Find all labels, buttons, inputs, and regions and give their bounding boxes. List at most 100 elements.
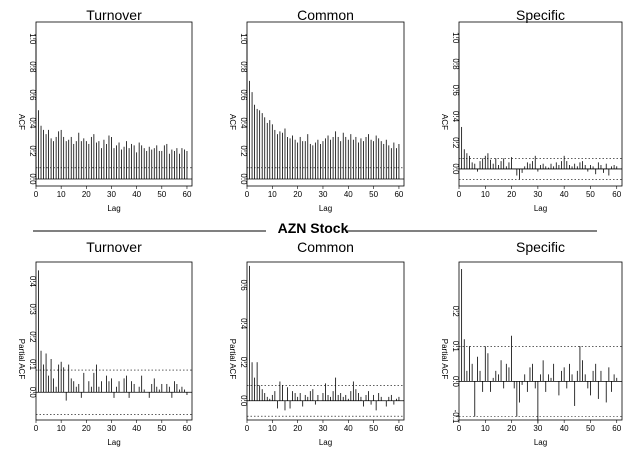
x-tick-label-specific-pacf-60: 60 <box>612 424 621 433</box>
x-tick-label-specific-acf-30: 30 <box>533 190 542 199</box>
x-tick-label-turnover-pacf-40: 40 <box>132 424 141 433</box>
panel-common-acf: Common Lag ACF 0 10 20 30 40 50 60 0.0 0.2 0.4 0.6 0.8… <box>228 7 405 213</box>
y-tick-label-common-acf-1: 0.2 <box>239 145 248 157</box>
y-tick-label-specific-pacf-3: 0.2 <box>451 306 460 318</box>
x-tick-label-specific-pacf-50: 50 <box>586 424 595 433</box>
x-tick-label-common-pacf-0: 0 <box>245 424 250 433</box>
x-tick-label-turnover-acf-10: 10 <box>57 190 66 199</box>
x-tick-label-common-acf-20: 20 <box>293 190 302 199</box>
x-tick-label-specific-pacf-20: 20 <box>507 424 516 433</box>
y-tick-label-turnover-acf-1: 0.2 <box>28 145 37 157</box>
y-tick-label-specific-pacf-2: 0.1 <box>451 341 460 353</box>
y-tick-label-common-pacf-1: 0.2 <box>239 357 248 369</box>
panel-title-turnover-acf: Turnover <box>86 7 142 23</box>
y-tick-label-specific-acf-1: 0.2 <box>451 137 460 149</box>
panel-common-pacf: Common Lag Partial ACF 0 10 20 30 40 50 60 0.0 0.2 0… <box>228 239 405 447</box>
x-axis-label-specific-pacf: Lag <box>534 438 547 447</box>
y-tick-label-specific-acf-0: 0.0 <box>451 163 460 175</box>
banner-title: AZN Stock <box>278 220 349 236</box>
x-tick-label-common-pacf-20: 20 <box>293 424 302 433</box>
y-tick-label-specific-acf-5: 1.0 <box>451 32 460 44</box>
y-tick-label-common-acf-2: 0.4 <box>239 117 248 129</box>
y-tick-label-common-acf-3: 0.6 <box>239 89 248 101</box>
x-tick-label-specific-acf-0: 0 <box>457 190 462 199</box>
y-tick-label-common-pacf-3: 0.6 <box>239 280 248 292</box>
x-tick-label-specific-pacf-30: 30 <box>533 424 542 433</box>
panel-title-common-pacf: Common <box>297 239 354 255</box>
y-tick-label-common-acf-4: 0.8 <box>239 61 248 73</box>
x-tick-label-turnover-pacf-60: 60 <box>183 424 192 433</box>
y-tick-label-common-acf-5: 1.0 <box>239 33 248 45</box>
y-tick-label-common-acf-0: 0.0 <box>239 173 248 185</box>
x-tick-label-turnover-acf-30: 30 <box>107 190 116 199</box>
x-tick-label-turnover-acf-40: 40 <box>132 190 141 199</box>
banner: AZN Stock <box>33 220 597 236</box>
y-axis-label-common-pacf: Partial ACF <box>228 339 237 380</box>
y-tick-label-turnover-pacf-0: 0.0 <box>28 387 37 399</box>
x-tick-label-turnover-pacf-50: 50 <box>157 424 166 433</box>
x-tick-label-specific-acf-40: 40 <box>560 190 569 199</box>
plot-frame-turnover-pacf <box>35 261 193 421</box>
x-tick-label-turnover-acf-60: 60 <box>183 190 192 199</box>
y-tick-label-specific-acf-4: 0.8 <box>451 58 460 70</box>
x-tick-label-common-acf-10: 10 <box>268 190 277 199</box>
x-tick-label-common-acf-60: 60 <box>394 190 403 199</box>
panel-turnover-pacf: Turnover Lag Partial ACF 0 10 20 30 40 50 60 0.0 0.… <box>17 239 193 447</box>
panel-specific-acf: Specific Lag ACF 0 10 20 30 40 50 60 0.0 0.2 0.4 0.6 0… <box>440 7 623 213</box>
plot-frame-common-pacf <box>246 261 405 421</box>
y-tick-label-turnover-acf-4: 0.8 <box>28 61 37 73</box>
y-axis-label-turnover-acf: ACF <box>17 114 26 130</box>
x-tick-label-specific-pacf-10: 10 <box>481 424 490 433</box>
x-tick-label-common-acf-0: 0 <box>245 190 250 199</box>
plot-frame-specific-pacf <box>458 261 623 421</box>
y-tick-label-specific-acf-3: 0.6 <box>451 85 460 97</box>
y-axis-label-common-acf: ACF <box>228 114 237 130</box>
panel-title-specific-acf: Specific <box>516 7 565 23</box>
y-tick-label-common-pacf-2: 0.4 <box>239 318 248 330</box>
y-tick-label-specific-acf-2: 0.4 <box>451 111 460 123</box>
panel-title-specific-pacf: Specific <box>516 239 565 255</box>
panel-title-common-acf: Common <box>297 7 354 23</box>
y-tick-label-specific-pacf-0: -0.1 <box>451 410 460 424</box>
panel-title-turnover-pacf: Turnover <box>86 239 142 255</box>
x-tick-label-specific-acf-10: 10 <box>481 190 490 199</box>
x-tick-label-turnover-acf-0: 0 <box>34 190 39 199</box>
x-tick-label-common-pacf-50: 50 <box>369 424 378 433</box>
x-tick-label-common-acf-40: 40 <box>344 190 353 199</box>
y-tick-label-specific-pacf-1: 0.0 <box>451 376 460 388</box>
y-tick-label-turnover-acf-2: 0.4 <box>28 117 37 129</box>
x-tick-label-turnover-pacf-30: 30 <box>107 424 116 433</box>
x-axis-label-turnover-acf: Lag <box>107 204 120 213</box>
y-tick-label-turnover-pacf-2: 0.2 <box>28 331 37 343</box>
x-tick-label-specific-acf-50: 50 <box>586 190 595 199</box>
x-tick-label-specific-pacf-40: 40 <box>560 424 569 433</box>
y-axis-label-specific-acf: ACF <box>440 114 449 130</box>
y-tick-label-turnover-pacf-1: 0.1 <box>28 359 37 371</box>
x-tick-label-specific-acf-20: 20 <box>507 190 516 199</box>
plot-frame-specific-acf <box>458 21 623 187</box>
x-tick-label-turnover-pacf-20: 20 <box>82 424 91 433</box>
y-axis-label-specific-pacf: Partial ACF <box>440 339 449 380</box>
x-axis-label-common-acf: Lag <box>319 204 332 213</box>
x-tick-label-specific-acf-60: 60 <box>612 190 621 199</box>
x-axis-label-common-pacf: Lag <box>319 438 332 447</box>
x-tick-label-turnover-pacf-0: 0 <box>34 424 39 433</box>
y-tick-label-turnover-pacf-4: 0.4 <box>28 276 37 288</box>
x-tick-label-turnover-acf-50: 50 <box>157 190 166 199</box>
panel-specific-pacf: Specific Lag Partial ACF 0 10 20 30 40 50 60 -0.1 0… <box>440 239 623 447</box>
x-axis-label-turnover-pacf: Lag <box>107 438 120 447</box>
y-tick-label-turnover-acf-0: 0.0 <box>28 173 37 185</box>
x-axis-label-specific-acf: Lag <box>534 204 547 213</box>
x-tick-label-common-pacf-10: 10 <box>268 424 277 433</box>
x-tick-label-turnover-pacf-10: 10 <box>57 424 66 433</box>
y-tick-label-turnover-pacf-3: 0.3 <box>28 304 37 316</box>
y-tick-label-common-pacf-0: 0.0 <box>239 395 248 407</box>
x-tick-label-common-pacf-40: 40 <box>344 424 353 433</box>
panel-turnover-acf: Turnover Lag ACF 0 10 20 30 40 50 60 0.0 0.2 0.4 0.6 0… <box>17 7 193 213</box>
x-tick-label-common-pacf-30: 30 <box>319 424 328 433</box>
x-tick-label-specific-pacf-0: 0 <box>457 424 462 433</box>
y-axis-label-turnover-pacf: Partial ACF <box>17 339 26 380</box>
x-tick-label-common-pacf-60: 60 <box>394 424 403 433</box>
x-tick-label-turnover-acf-20: 20 <box>82 190 91 199</box>
